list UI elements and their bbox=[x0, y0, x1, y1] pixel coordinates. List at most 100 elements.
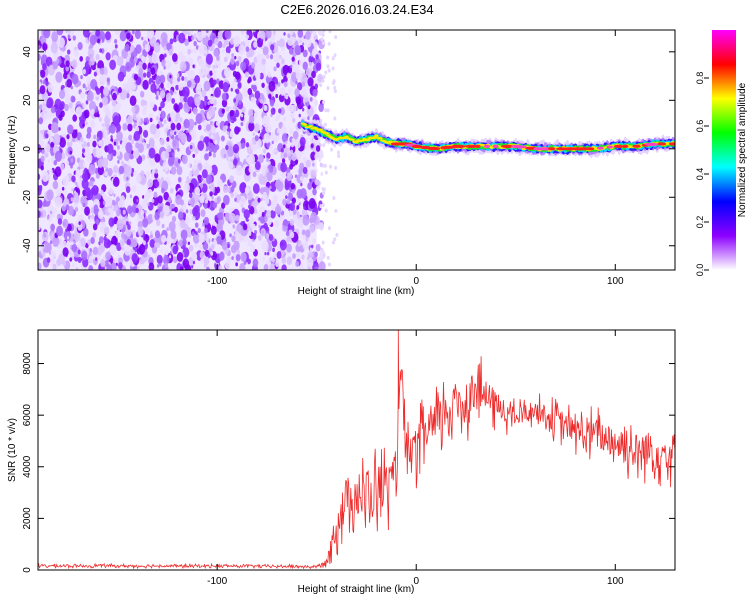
colorbar: 0.0 0.2 0.4 0.6 0.8 Normalized spectral ampl… bbox=[695, 30, 748, 276]
noise-cell bbox=[139, 90, 145, 98]
noise-cell bbox=[248, 204, 251, 209]
noise-cell bbox=[164, 249, 169, 256]
noise-cell bbox=[176, 165, 183, 176]
noise-cell bbox=[327, 68, 331, 73]
noise-cell bbox=[77, 241, 82, 248]
noise-cell bbox=[72, 114, 78, 122]
noise-cell bbox=[124, 224, 127, 229]
noise-cell bbox=[71, 73, 79, 85]
spectrogram-x-axis-label: Height of straight line (km) bbox=[298, 286, 415, 297]
noise-cell bbox=[315, 145, 321, 152]
noise-cell bbox=[181, 154, 188, 165]
noise-cell bbox=[56, 30, 64, 36]
noise-cell bbox=[95, 30, 101, 37]
noise-cell bbox=[169, 80, 173, 85]
noise-cell bbox=[326, 55, 330, 60]
x-tick-label: 0 bbox=[413, 276, 419, 287]
noise-cell bbox=[298, 113, 301, 118]
noise-cell bbox=[323, 163, 327, 168]
noise-cell bbox=[102, 126, 107, 133]
noise-cell bbox=[117, 87, 122, 94]
noise-cell bbox=[77, 256, 82, 264]
noise-cell bbox=[126, 32, 131, 40]
noise-cell bbox=[119, 238, 125, 247]
noise-cell bbox=[138, 67, 144, 76]
noise-cell bbox=[281, 257, 287, 264]
noise-cell bbox=[164, 151, 170, 159]
noise-cell bbox=[326, 255, 330, 260]
noise-cell bbox=[283, 219, 288, 227]
noise-cell bbox=[266, 116, 270, 122]
noise-cell bbox=[188, 171, 193, 178]
y-tick-label: -20 bbox=[22, 190, 33, 205]
noise-cell bbox=[300, 87, 308, 98]
noise-cell bbox=[231, 53, 235, 58]
noise-cell bbox=[89, 180, 94, 187]
noise-cell bbox=[302, 214, 310, 226]
noise-cell bbox=[212, 79, 217, 86]
noise-cell bbox=[295, 96, 302, 105]
noise-cell bbox=[97, 165, 105, 176]
noise-cell bbox=[250, 141, 253, 146]
noise-cell bbox=[38, 262, 42, 270]
noise-cell bbox=[79, 155, 83, 161]
noise-cell bbox=[200, 258, 204, 264]
noise-cell bbox=[262, 46, 269, 56]
noise-cell bbox=[172, 256, 178, 264]
noise-cell bbox=[88, 255, 94, 263]
noise-cell bbox=[38, 117, 44, 125]
noise-cell bbox=[321, 203, 325, 208]
noise-cell bbox=[58, 253, 65, 265]
noise-cell bbox=[176, 73, 180, 78]
noise-cell bbox=[156, 254, 163, 265]
noise-cell bbox=[85, 86, 88, 91]
noise-cell bbox=[116, 219, 124, 231]
noise-cell bbox=[310, 212, 318, 223]
noise-cell bbox=[266, 157, 269, 163]
noise-cell bbox=[148, 262, 155, 270]
noise-cell bbox=[164, 262, 169, 269]
noise-cell bbox=[125, 142, 133, 154]
noise-cell bbox=[290, 141, 295, 148]
noise-cell bbox=[248, 121, 255, 132]
noise-cell bbox=[151, 52, 159, 64]
noise-cell bbox=[149, 123, 157, 135]
colorbar-scale bbox=[712, 30, 736, 270]
noise-cell bbox=[70, 158, 74, 163]
signal-peak bbox=[606, 145, 613, 149]
noise-cell bbox=[284, 191, 289, 198]
noise-cell bbox=[113, 204, 119, 212]
noise-cell bbox=[261, 82, 265, 88]
noise-cell bbox=[145, 171, 151, 179]
noise-cell bbox=[332, 80, 336, 85]
noise-cell bbox=[141, 200, 148, 209]
noise-cell bbox=[75, 169, 81, 178]
noise-cell bbox=[274, 55, 279, 62]
noise-cell bbox=[259, 30, 266, 40]
noise-cell bbox=[172, 138, 180, 150]
snr-frame bbox=[37, 329, 676, 571]
noise-cell bbox=[105, 251, 111, 261]
noise-cell bbox=[294, 159, 298, 165]
noise-cell bbox=[202, 222, 205, 227]
noise-cell bbox=[64, 103, 69, 112]
noise-cell bbox=[244, 186, 250, 194]
noise-cell bbox=[245, 267, 248, 270]
noise-cell bbox=[233, 35, 241, 47]
noise-cell bbox=[82, 30, 90, 38]
noise-cell bbox=[52, 180, 59, 190]
noise-cell bbox=[70, 85, 73, 90]
noise-cell bbox=[183, 120, 187, 126]
noise-cell bbox=[205, 124, 211, 132]
noise-cell bbox=[242, 87, 249, 98]
noise-cell bbox=[154, 172, 159, 179]
noise-cell bbox=[100, 189, 104, 196]
noise-cell bbox=[159, 137, 165, 146]
noise-cell bbox=[46, 189, 54, 201]
noise-cell bbox=[93, 134, 97, 140]
noise-cell bbox=[282, 64, 290, 76]
noise-cell bbox=[160, 110, 166, 120]
noise-cell bbox=[229, 37, 235, 45]
noise-cell bbox=[169, 74, 172, 79]
noise-cell bbox=[159, 211, 165, 219]
